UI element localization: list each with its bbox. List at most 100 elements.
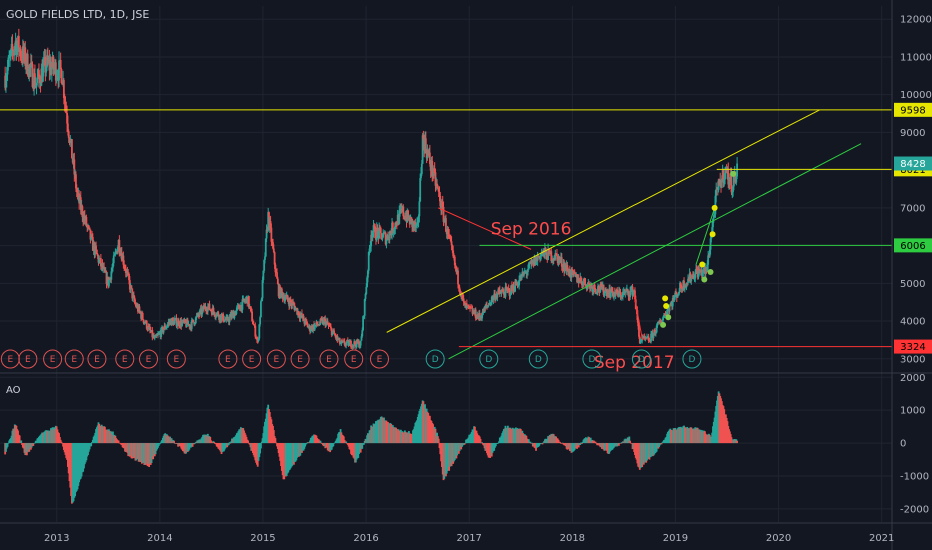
candle-body	[736, 163, 739, 177]
event-badge[interactable]	[290, 349, 310, 369]
candle-body	[389, 231, 392, 233]
candle-body	[293, 303, 295, 306]
candle-body	[700, 269, 703, 276]
candle-body	[638, 326, 640, 337]
ao-pane[interactable]	[4, 391, 739, 504]
event-badge[interactable]	[87, 349, 107, 369]
candle-body	[596, 291, 599, 293]
event-badge[interactable]	[115, 349, 135, 369]
candle-body	[599, 284, 602, 292]
candle-body	[463, 301, 466, 303]
candle-body	[407, 210, 410, 220]
event-badge[interactable]	[166, 349, 186, 369]
candle-body	[262, 270, 265, 281]
trend-line[interactable]	[695, 207, 716, 265]
ao-bar	[736, 440, 739, 444]
candle-body	[594, 288, 597, 293]
candle-body	[720, 178, 723, 188]
candle-body	[19, 49, 22, 57]
candle-body	[292, 302, 295, 304]
event-badge[interactable]	[528, 349, 548, 369]
ao-bar	[319, 440, 322, 444]
price-tick-label: 10000	[900, 90, 932, 101]
event-badge[interactable]	[319, 349, 339, 369]
event-badge[interactable]	[682, 349, 702, 369]
candle-body	[259, 317, 262, 325]
time-tick-label: 2021	[869, 533, 894, 544]
event-badge[interactable]	[138, 349, 158, 369]
candle-body	[167, 322, 170, 325]
ao-tick-label: 1000	[900, 406, 925, 417]
candle-body	[60, 69, 63, 83]
price-pane[interactable]	[4, 28, 739, 351]
candle-body	[362, 315, 365, 317]
candle-body	[509, 294, 512, 296]
ao-bar	[18, 435, 21, 444]
candle-body	[151, 330, 154, 338]
current-price-label: 8428	[900, 159, 925, 170]
event-badge[interactable]	[344, 349, 364, 369]
candle-body	[697, 268, 700, 278]
candle-body	[674, 292, 677, 297]
candle-body	[227, 316, 229, 321]
trend-line[interactable]	[386, 109, 821, 333]
candle-body	[59, 60, 62, 70]
candle-body	[419, 178, 422, 202]
candle-body	[686, 282, 689, 284]
candle-body	[514, 281, 517, 292]
candle-body	[358, 345, 361, 348]
candle-body	[374, 226, 377, 238]
candle-body	[669, 303, 672, 307]
candle-body	[634, 290, 636, 300]
event-badge-label: E	[249, 355, 255, 365]
candle-body	[69, 139, 72, 143]
trend-line[interactable]	[438, 207, 532, 250]
event-badge[interactable]	[18, 349, 38, 369]
candle-body	[730, 174, 733, 193]
event-badge[interactable]	[43, 349, 63, 369]
candle-body	[132, 295, 135, 298]
candle-body	[427, 150, 430, 155]
candle-body	[360, 336, 363, 341]
candle-body	[305, 320, 308, 324]
event-badge[interactable]	[242, 349, 262, 369]
trend-line[interactable]	[633, 294, 643, 341]
ao-bar	[561, 442, 564, 444]
candle-body	[162, 329, 165, 333]
candle-body	[327, 324, 330, 326]
event-badge[interactable]	[369, 349, 389, 369]
candle-body	[88, 227, 91, 230]
event-badge[interactable]	[64, 349, 84, 369]
candle-body	[578, 282, 581, 284]
candle-body	[108, 280, 110, 287]
candle-body	[469, 305, 471, 308]
event-badge[interactable]	[266, 349, 286, 369]
candle-body	[530, 261, 533, 264]
event-badge[interactable]	[631, 349, 651, 369]
event-badge[interactable]	[218, 349, 238, 369]
candle-body	[617, 290, 620, 297]
event-badge[interactable]	[425, 349, 445, 369]
candle-body	[44, 56, 47, 73]
time-tick-label: 2016	[353, 533, 378, 544]
candle-body	[65, 105, 68, 114]
candle-body	[118, 239, 121, 252]
candle-body	[457, 270, 459, 285]
candle-body	[368, 248, 371, 252]
event-badge[interactable]	[582, 349, 602, 369]
candle-body	[441, 202, 444, 207]
candle-body	[177, 320, 180, 327]
candle-body	[487, 304, 490, 306]
candle-body	[147, 326, 150, 330]
ao-bar	[247, 440, 249, 444]
trend-line[interactable]	[448, 143, 862, 360]
candle-body	[287, 299, 290, 303]
candle-body	[723, 179, 726, 183]
ao-bar	[194, 443, 196, 444]
candle-body	[584, 278, 586, 285]
event-badge[interactable]	[479, 349, 499, 369]
candle-body	[194, 323, 196, 325]
candle-body	[394, 222, 397, 230]
ao-bar	[117, 440, 120, 444]
